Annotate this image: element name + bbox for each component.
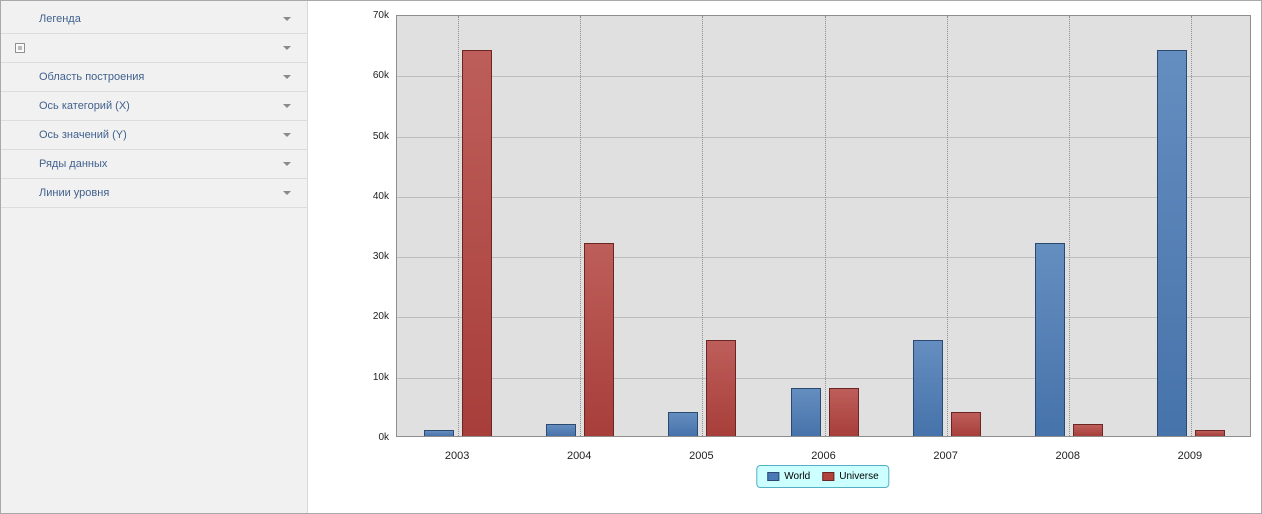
grid-line-v — [824, 16, 826, 436]
bar-universe-2003 — [462, 50, 493, 436]
grid-line-h — [397, 196, 1250, 198]
y-tick-label: 30k — [372, 251, 389, 263]
chevron-down-icon[interactable] — [283, 162, 291, 166]
y-tick-label: 60k — [372, 70, 389, 82]
grid-line-v — [946, 16, 948, 436]
y-tick-label: 40k — [372, 190, 389, 202]
chevron-down-icon[interactable] — [283, 133, 291, 137]
chevron-down-icon[interactable] — [283, 17, 291, 21]
grid-line-v — [1068, 16, 1070, 436]
bar-world-2005 — [668, 411, 699, 436]
x-tick-label: 2009 — [1177, 450, 1203, 462]
chart-legend: World Universe — [756, 465, 890, 488]
chevron-down-icon[interactable] — [283, 75, 291, 79]
grid-line-h — [397, 136, 1250, 138]
x-tick-label: 2004 — [566, 450, 592, 462]
bar-universe-2008 — [1072, 423, 1103, 436]
grid-line-h — [397, 377, 1250, 379]
bar-universe-2009 — [1194, 430, 1225, 436]
bar-universe-2006 — [828, 387, 859, 436]
bar-world-2007 — [912, 339, 943, 436]
x-tick-label: 2007 — [933, 450, 958, 462]
chart-preview: World Universe 0k 10k 20k 30k 40k 50k 60k 70k 200… — [361, 1, 1261, 513]
sidebar-item-label: Легенда — [39, 13, 81, 25]
sidebar: Легенда Область построения Ось категорий (… — [1, 1, 308, 513]
sidebar-item-y-axis[interactable]: Ось значений (Y) — [1, 121, 307, 150]
legend-entry-universe: Universe — [822, 471, 879, 482]
legend-swatch-icon — [822, 472, 835, 481]
y-tick-label: 20k — [372, 311, 389, 323]
legend-label: Universe — [839, 471, 879, 482]
grid-line-v — [580, 16, 582, 436]
sidebar-item-data-series[interactable]: Ряды данных — [1, 150, 307, 179]
sidebar-item-chart[interactable] — [1, 34, 307, 63]
x-tick-label: 2008 — [1055, 450, 1081, 462]
grid-line-v — [1190, 16, 1192, 436]
y-tick-label: 70k — [372, 10, 389, 21]
x-tick-label: 2006 — [811, 450, 836, 462]
bar-world-2004 — [546, 423, 577, 436]
bar-world-2003 — [424, 430, 455, 436]
legend-swatch-icon — [767, 472, 780, 481]
sidebar-item-x-axis[interactable]: Ось категорий (X) — [1, 92, 307, 121]
x-tick-label: 2005 — [689, 450, 714, 462]
chevron-down-icon[interactable] — [283, 46, 291, 50]
chevron-down-icon[interactable] — [283, 104, 291, 108]
sidebar-item-label: Линии уровня — [39, 187, 110, 199]
sidebar-item-plot-area[interactable]: Область построения — [1, 63, 307, 92]
bar-universe-2007 — [950, 411, 981, 436]
chevron-down-icon[interactable] — [283, 191, 291, 195]
grid-line-h — [397, 76, 1250, 78]
grid-line-h — [397, 317, 1250, 319]
sidebar-item-label: Ряды данных — [39, 158, 108, 170]
bar-world-2006 — [790, 387, 821, 436]
checkbox-icon[interactable] — [15, 43, 25, 53]
plot-area — [396, 15, 1251, 437]
bar-universe-2005 — [706, 339, 737, 436]
bar-world-2009 — [1156, 50, 1187, 436]
bar-universe-2004 — [584, 243, 615, 436]
grid-line-h — [397, 257, 1250, 259]
grid-line-v — [458, 16, 460, 436]
y-tick-label: 0k — [378, 432, 389, 443]
checkbox-mark-icon — [18, 46, 22, 50]
sidebar-list: Легенда Область построения Ось категорий (… — [1, 5, 307, 208]
legend-entry-world: World — [767, 471, 810, 482]
y-tick-label: 50k — [372, 130, 389, 142]
grid-line-v — [702, 16, 704, 436]
sidebar-item-label: Область построения — [39, 71, 145, 83]
y-tick-label: 10k — [372, 371, 389, 383]
sidebar-item-legend[interactable]: Легенда — [1, 5, 307, 34]
sidebar-item-label: Ось категорий (X) — [39, 100, 130, 112]
sidebar-item-constant-lines[interactable]: Линии уровня — [1, 179, 307, 208]
bar-world-2008 — [1034, 243, 1065, 436]
sidebar-item-label: Ось значений (Y) — [39, 129, 127, 141]
legend-label: World — [784, 471, 811, 482]
x-tick-label: 2003 — [444, 450, 470, 462]
